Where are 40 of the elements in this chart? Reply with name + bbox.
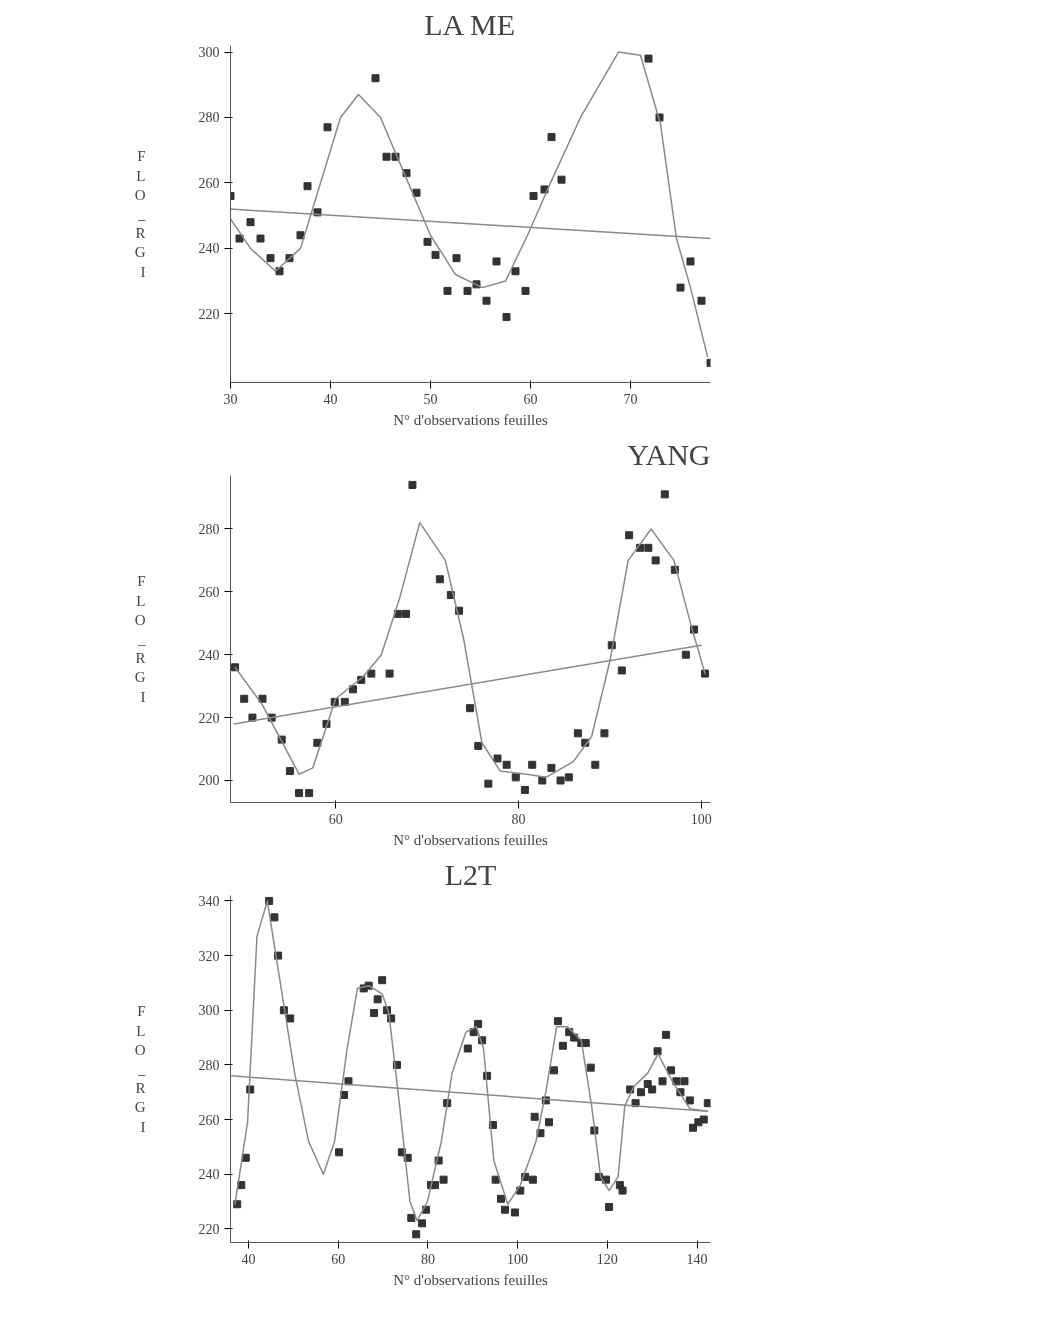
x-axis-title: N° d'observations feuilles xyxy=(393,411,548,428)
x-tick-label: 70 xyxy=(623,391,638,407)
x-tick-label: 60 xyxy=(328,811,343,827)
y-tick-label: 340 xyxy=(198,893,220,909)
x-axis-title: N° d'observations feuilles xyxy=(393,831,548,848)
y-tick-label: 240 xyxy=(198,647,220,663)
x-tick-label: 60 xyxy=(523,391,538,407)
x-tick-label: 100 xyxy=(507,1251,529,1267)
y-tick-label: 260 xyxy=(198,1112,220,1128)
chart-title: L2T xyxy=(444,857,497,891)
y-tick-label: 300 xyxy=(198,1003,220,1019)
x-tick-label: 140 xyxy=(686,1251,708,1267)
x-tick-label: 60 xyxy=(331,1251,346,1267)
y-tick-label: 280 xyxy=(198,110,220,126)
x-tick-label: 40 xyxy=(241,1251,256,1267)
x-tick-label: 30 xyxy=(223,391,238,407)
y-tick-label: 200 xyxy=(198,773,220,789)
x-tick-label: 80 xyxy=(511,811,526,827)
x-tick-label: 50 xyxy=(423,391,438,407)
y-tick-label: 240 xyxy=(198,241,220,257)
y-axis-title: FLO_RGI xyxy=(134,573,146,705)
y-tick-label: 280 xyxy=(198,1057,220,1073)
chart-title: YANG xyxy=(627,437,711,471)
x-axis-title: N° d'observations feuilles xyxy=(393,1271,548,1288)
y-tick-label: 260 xyxy=(198,584,220,600)
y-tick-label: 220 xyxy=(198,1221,220,1237)
y-tick-label: 220 xyxy=(198,710,220,726)
x-tick-label: 40 xyxy=(323,391,338,407)
y-tick-label: 260 xyxy=(198,175,220,191)
y-tick-label: 240 xyxy=(198,1167,220,1183)
y-axis-title: FLO_RGI xyxy=(134,148,146,280)
x-tick-label: 100 xyxy=(690,811,712,827)
x-tick-label: 80 xyxy=(420,1251,435,1267)
x-tick-label: 120 xyxy=(596,1251,618,1267)
y-tick-label: 220 xyxy=(198,306,220,322)
y-axis-title: FLO_RGI xyxy=(134,1003,146,1135)
chart-title: LA ME xyxy=(424,7,516,41)
y-tick-label: 300 xyxy=(198,45,220,61)
y-tick-label: 280 xyxy=(198,521,220,537)
y-tick-label: 320 xyxy=(198,948,220,964)
